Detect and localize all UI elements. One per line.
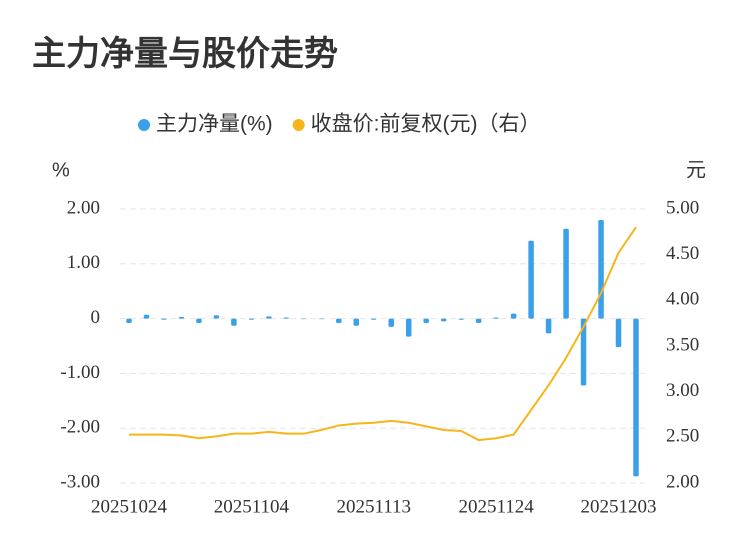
bar — [475, 318, 482, 323]
legend-marker — [292, 119, 305, 131]
bar — [440, 318, 447, 322]
y2-tick-label: 5.00 — [666, 197, 699, 218]
bar — [528, 240, 534, 319]
bar — [161, 318, 167, 320]
x-tick-label: 20251124 — [458, 496, 534, 517]
y2-tick-label: 2.50 — [666, 426, 699, 447]
y2-tick-label: 4.50 — [666, 243, 699, 264]
bar — [405, 318, 412, 337]
x-tick-label: 20251024 — [91, 496, 168, 517]
bar — [248, 318, 255, 320]
bar — [423, 318, 429, 323]
legend-marker — [138, 119, 150, 131]
bar — [371, 318, 377, 320]
bar — [615, 318, 622, 348]
bar — [493, 317, 499, 319]
y-tick-label: -1.00 — [60, 362, 100, 383]
y2-tick-label: 2.00 — [666, 471, 699, 492]
bar — [283, 317, 290, 319]
bar — [388, 318, 394, 327]
bar — [336, 318, 342, 323]
y2-tick-label: 3.50 — [666, 334, 699, 355]
y2-tick-label: 3.00 — [666, 380, 699, 401]
y-tick-label: -2.00 — [60, 417, 100, 438]
legend-label: 收盘价:前复权(元)（右） — [311, 113, 541, 136]
y-tick-label: 2.00 — [67, 197, 100, 218]
bar — [143, 314, 150, 319]
bar — [545, 318, 552, 334]
legend-label: 主力净量(%) — [156, 113, 273, 136]
bar — [633, 318, 639, 477]
x-tick-label: 20251104 — [214, 496, 290, 517]
bar — [213, 315, 220, 319]
bar — [458, 318, 464, 320]
y2-axis-unit: 元 — [686, 159, 706, 181]
bar — [178, 316, 185, 319]
bar — [598, 219, 604, 319]
x-tick-label: 20251113 — [336, 496, 411, 517]
chart-title: 主力净量与股价走势 — [32, 35, 338, 73]
bar — [301, 318, 307, 320]
bar — [353, 318, 360, 326]
bar — [563, 228, 569, 319]
bar — [266, 316, 272, 319]
bar — [196, 318, 202, 323]
bar — [231, 318, 237, 326]
price-line — [129, 226, 637, 442]
y2-tick-label: 4.00 — [666, 289, 699, 310]
bar — [510, 313, 517, 319]
bar — [126, 318, 132, 323]
y-tick-label: -3.00 — [60, 471, 100, 492]
y-tick-label: 1.00 — [67, 252, 100, 273]
x-tick-label: 20251203 — [581, 496, 657, 517]
y-tick-label: 0 — [91, 307, 101, 328]
y-axis-unit: % — [52, 159, 70, 181]
bar — [318, 318, 325, 320]
bar — [580, 318, 587, 386]
